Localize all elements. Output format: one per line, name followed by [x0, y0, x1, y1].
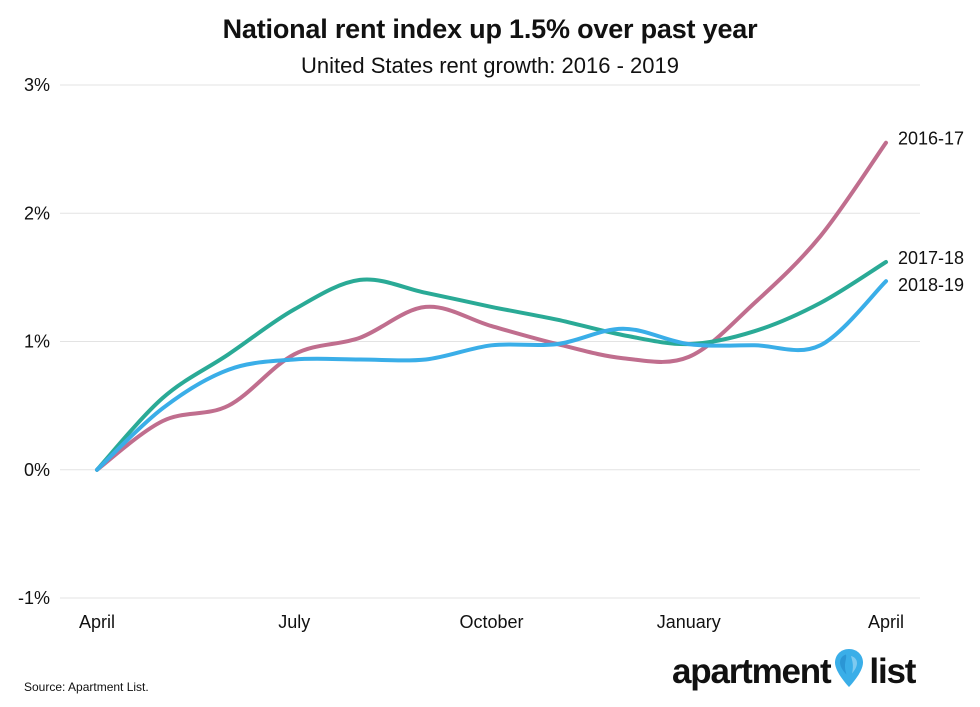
chart-subtitle: United States rent growth: 2016 - 2019	[301, 53, 679, 78]
series-label: 2017-18	[898, 248, 964, 268]
x-tick-label: April	[868, 612, 904, 632]
series-line-2016-17	[95, 140, 888, 472]
y-axis-ticks: -1% 0% 1% 2% 3%	[18, 75, 50, 608]
y-tick-label: 2%	[24, 203, 50, 223]
x-axis-ticks: April July October January April	[79, 612, 904, 632]
series-line-2017-18	[95, 260, 888, 472]
y-tick-label: -1%	[18, 588, 50, 608]
logo-word-list: list	[869, 652, 916, 691]
y-tick-label: 1%	[24, 332, 50, 352]
logo-word-apartment: apartment	[672, 652, 832, 691]
series-lines	[95, 140, 888, 472]
x-tick-label: January	[657, 612, 721, 632]
y-tick-label: 0%	[24, 460, 50, 480]
x-tick-label: October	[459, 612, 523, 632]
x-tick-label: July	[278, 612, 310, 632]
location-pin-icon	[834, 648, 864, 688]
series-label: 2018-19	[898, 275, 964, 295]
chart-title: National rent index up 1.5% over past ye…	[222, 14, 758, 44]
x-tick-label: April	[79, 612, 115, 632]
series-line-2018-19	[95, 279, 888, 472]
source-note: Source: Apartment List.	[24, 680, 149, 694]
series-label: 2016-17	[898, 129, 964, 149]
gridlines	[60, 84, 920, 599]
series-labels: 2016-17 2017-18 2018-19	[898, 129, 964, 296]
y-tick-label: 3%	[24, 75, 50, 95]
apartment-list-logo[interactable]: apartment list	[672, 648, 916, 696]
